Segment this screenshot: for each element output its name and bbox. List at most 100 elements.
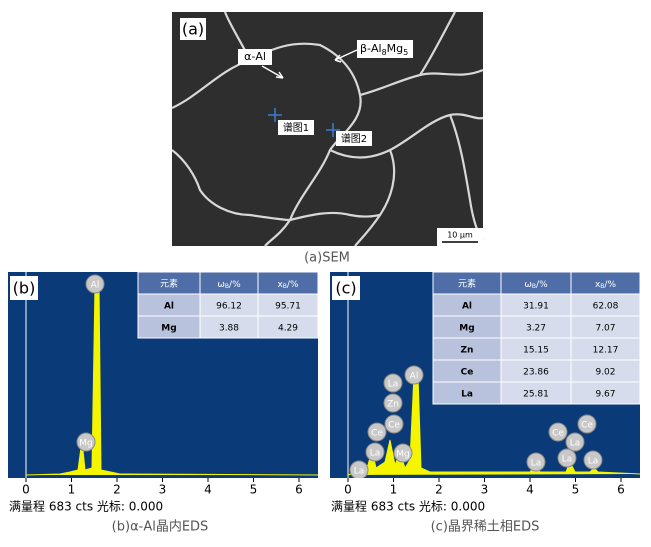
x-tick-label: 1: [68, 483, 76, 497]
text: /%: [287, 280, 299, 290]
peak-label: Al: [410, 372, 419, 382]
label-bg: [357, 40, 413, 58]
x-tick-label: 0: [22, 483, 30, 497]
peak-marker: [577, 414, 597, 434]
table-text: 元素: [160, 278, 178, 290]
peak-label: Ce: [388, 421, 400, 431]
table-cell: [257, 315, 319, 339]
x-tick-label: 5: [572, 483, 580, 497]
x-tick-label: 2: [435, 483, 443, 497]
spectrum-label: 谱图2: [341, 132, 367, 145]
table-text: 31.91: [523, 302, 549, 312]
label-bg: [238, 49, 272, 65]
panel-label: (b): [13, 279, 36, 298]
peak-label: La: [570, 439, 581, 449]
footer: 满量程 683 cts 光标: 0.000: [9, 499, 163, 514]
header-text: ωB/%: [524, 280, 548, 290]
x-tick-label: 1: [390, 483, 398, 497]
table-text: 9.67: [595, 390, 615, 400]
peak-marker: [526, 452, 546, 472]
subscript: B: [600, 283, 604, 290]
table-text: Ce: [461, 368, 474, 378]
peak-marker: [557, 448, 577, 468]
peak-label: Ce: [552, 429, 564, 439]
table-text: 4.29: [278, 324, 298, 334]
panel-label: (c): [335, 279, 356, 298]
peak-marker: [367, 422, 387, 442]
label-bg: [10, 276, 38, 300]
peak-label: La: [562, 455, 573, 465]
crosshair: [268, 108, 340, 137]
spectrum: [25, 284, 319, 476]
table-text: 95.71: [275, 302, 301, 312]
peak-label: La: [354, 467, 365, 477]
phase-label: β-Al8Mg5: [360, 42, 408, 57]
x-tick-label: 6: [295, 483, 303, 497]
peak-marker: [384, 414, 404, 434]
peak-marker: [365, 442, 385, 462]
label-bg: [278, 120, 314, 135]
header-text: ωB/%: [217, 280, 241, 290]
peak-label: La: [588, 457, 599, 467]
table-text: 25.81: [523, 390, 549, 400]
x-tick-label: 5: [250, 483, 258, 497]
panel-b: (b) Al Mg 0 1 2 3 4 5 6 满量程 683 cts 光标: 0.000 (b)α-…: [8, 271, 319, 535]
table-text: 23.86: [523, 368, 549, 378]
table-text: La: [461, 390, 473, 400]
phase-label: α-Al: [244, 50, 266, 63]
spectrum-label: 谱图1: [283, 121, 309, 134]
peak-marker: [565, 432, 585, 452]
text: x: [277, 280, 283, 290]
table-text: 15.15: [523, 346, 549, 356]
peak-label: La: [388, 380, 399, 390]
table-text: 12.17: [593, 346, 619, 356]
x-tick-label: 4: [526, 483, 534, 497]
table-text: Al: [462, 302, 472, 312]
peak-label: Al: [91, 281, 100, 291]
peak-label: Zn: [387, 400, 399, 410]
table-text: 96.12: [216, 302, 242, 312]
sem-image: [172, 12, 483, 246]
text: β-Al: [360, 42, 382, 55]
peak-label: Ce: [371, 429, 383, 439]
text: ω: [524, 280, 532, 290]
header-text: xB/%: [595, 280, 616, 290]
x-tick-label: 4: [204, 483, 212, 497]
arrow: [261, 65, 284, 79]
peak-marker: [383, 373, 403, 393]
table-text: Al: [164, 302, 174, 312]
text: /%: [536, 280, 548, 290]
axis-strip: [8, 478, 318, 500]
peak-marker: [404, 365, 424, 385]
text: /%: [604, 280, 616, 290]
peak-marker: [583, 450, 603, 470]
label-bg: [180, 18, 206, 40]
scale-label: 10 μm: [447, 231, 473, 240]
text: /%: [229, 280, 241, 290]
peak-marker: [548, 422, 568, 442]
subscript: 8: [382, 48, 387, 57]
label-bg: [336, 131, 372, 146]
label-bg: [332, 276, 360, 300]
table-text: 9.02: [595, 368, 615, 378]
caption: (b)α-Al晶内EDS: [112, 519, 209, 535]
peak-marker: [76, 432, 96, 452]
x-tick-label: 3: [159, 483, 167, 497]
subscript: B: [225, 283, 229, 290]
table-text: Mg: [459, 324, 474, 334]
peak-marker: [393, 443, 413, 463]
table-text: Mg: [161, 324, 176, 334]
arrow: [334, 49, 358, 63]
x-tick-label: 6: [617, 483, 625, 497]
x-tick-label: 2: [113, 483, 121, 497]
panel-label: (a): [182, 20, 204, 39]
peak-label: Mg: [396, 450, 409, 460]
text: x: [595, 280, 601, 290]
table-cell: [570, 381, 641, 405]
x-tick-label: 3: [481, 483, 489, 497]
table-text: 3.88: [219, 324, 239, 334]
peak-marker: [85, 274, 105, 294]
peak-label: La: [370, 449, 381, 459]
